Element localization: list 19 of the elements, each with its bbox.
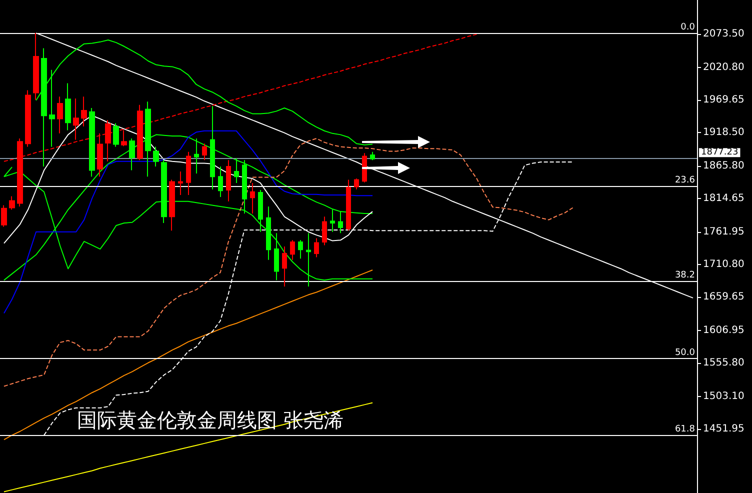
annotation: 61.8 bbox=[674, 424, 696, 435]
y-tick-label: 1451.95 bbox=[703, 423, 744, 434]
y-tick-label: 1606.95 bbox=[703, 324, 744, 336]
y-tick-label: 2020.80 bbox=[703, 62, 744, 73]
y-tick-label: 1814.65 bbox=[703, 192, 744, 204]
annotation: 0.0 bbox=[680, 22, 696, 33]
y-tick-label: 1503.10 bbox=[703, 390, 744, 402]
y-tick-label: 1969.65 bbox=[703, 94, 744, 106]
ref-line-label: 1877.23 bbox=[701, 148, 738, 158]
annotation: 23.6 bbox=[674, 176, 696, 186]
y-tick-label: 2073.50 bbox=[703, 28, 744, 40]
y-tick-label: 1710.80 bbox=[703, 258, 744, 270]
y-tick-label: 1865.80 bbox=[703, 160, 744, 172]
annotation: 38.2 bbox=[674, 270, 695, 280]
y-tick-label: 1555.80 bbox=[703, 357, 744, 368]
annotation: 50.0 bbox=[674, 348, 696, 358]
y-tick-label: 1761.95 bbox=[703, 226, 744, 238]
y-tick-label: 1918.50 bbox=[703, 126, 744, 138]
y-tick-label: 1659.65 bbox=[703, 291, 744, 302]
